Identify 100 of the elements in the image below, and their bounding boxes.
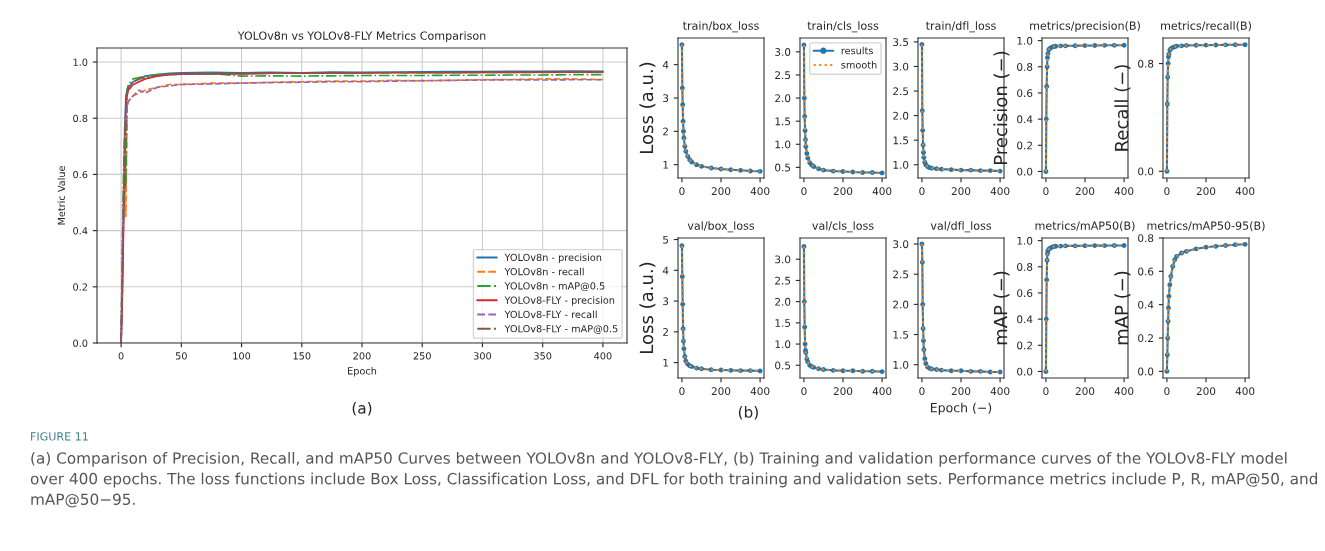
y-tick-label: 1.5 <box>893 330 909 339</box>
x-tick-label: 200 <box>833 187 853 196</box>
y-tick-label: 1.5 <box>893 136 909 145</box>
x-tick-label: 200 <box>951 387 971 396</box>
x-tick-label: 200 <box>353 352 371 360</box>
x-tick-label: 200 <box>1196 187 1216 196</box>
chart-title: val/box_loss <box>687 221 755 233</box>
y-tick-label: 1.0 <box>775 340 791 349</box>
y-axis-title: mAP (−) <box>1114 271 1131 345</box>
x-tick-label: 400 <box>750 387 770 396</box>
legend-label: YOLOv8n - precision <box>504 253 602 263</box>
y-tick-label: 1 <box>663 358 669 367</box>
y-tick-label: 0.2 <box>73 283 87 291</box>
y-tick-label: 3 <box>663 297 669 306</box>
y-tick-label: 0.5 <box>775 163 791 172</box>
y-tick-label: 0.0 <box>1017 367 1033 376</box>
y-tick-label: 1 <box>663 161 669 169</box>
y-tick-label: 2.0 <box>893 111 909 120</box>
x-tick-label: 0 <box>919 387 925 396</box>
x-tick-label: 0 <box>1164 187 1170 196</box>
y-tick-label: 0.0 <box>1138 167 1154 176</box>
legend-label: YOLOv8n - mAP@0.5 <box>504 282 605 292</box>
y-tick-label: 0.6 <box>1017 89 1033 98</box>
x-tick-label: 400 <box>1235 387 1255 396</box>
text: (b) <box>738 406 758 420</box>
x-tick-label: 0 <box>679 187 685 196</box>
y-tick-label: 3 <box>663 94 669 103</box>
y-tick-label: 5 <box>663 235 669 244</box>
y-axis-title: Recall (−) <box>1114 65 1131 151</box>
y-tick-label: 0.8 <box>1138 59 1154 68</box>
y-tick-label: 2.5 <box>775 276 791 285</box>
legend-label: YOLOv8-FLY - precision <box>504 296 615 306</box>
y-tick-label: 2.0 <box>775 94 791 103</box>
y-tick-label: 1.0 <box>73 58 88 66</box>
y-tick-label: 3.5 <box>893 38 909 47</box>
y-tick-label: 1.0 <box>775 140 791 149</box>
y-tick-label: 3.0 <box>775 255 791 264</box>
y-axis-title: Loss (a.u.) <box>639 62 656 153</box>
y-axis-title: Precision (−) <box>993 51 1010 164</box>
y-tick-label: 3.0 <box>893 240 909 249</box>
x-tick-label: 400 <box>1114 187 1134 196</box>
chart-title: metrics/mAP50-95(B) <box>1147 221 1265 232</box>
y-axis-title: Loss (a.u.) <box>639 262 656 353</box>
x-tick-label: 0 <box>118 352 124 360</box>
x-axis-title: Epoch (−) <box>930 402 992 415</box>
y-tick-label: 3.0 <box>775 48 791 56</box>
x-tick-label: 200 <box>711 387 731 396</box>
x-tick-label: 0 <box>1164 387 1170 396</box>
x-tick-label: 400 <box>990 187 1010 196</box>
y-tick-label: 2.5 <box>893 87 909 96</box>
x-tick-label: 200 <box>1075 387 1095 396</box>
x-tick-label: 400 <box>750 187 770 196</box>
x-tick-label: 0 <box>1043 387 1049 396</box>
y-tick-label: 0.4 <box>1017 315 1033 324</box>
x-tick-label: 0 <box>801 187 807 196</box>
x-tick-label: 0 <box>801 387 807 396</box>
x-tick-label: 350 <box>534 352 552 360</box>
x-tick-label: 200 <box>1075 187 1095 196</box>
legend-label: YOLOv8-FLY - mAP@0.5 <box>504 325 618 334</box>
x-tick-label: 200 <box>833 387 853 396</box>
x-tick-label: 300 <box>473 352 492 360</box>
y-tick-label: 0.6 <box>1017 289 1033 298</box>
text: (a) <box>352 402 372 416</box>
y-tick-label: 2.5 <box>893 270 909 279</box>
x-tick-label: 400 <box>594 352 612 360</box>
legend-label: results <box>841 46 873 55</box>
chart-title: metrics/mAP50(B) <box>1035 221 1135 232</box>
y-tick-label: 0.6 <box>1138 267 1154 276</box>
x-tick-label: 400 <box>990 387 1010 396</box>
y-tick-label: 0.0 <box>73 339 88 347</box>
y-tick-label: 0.2 <box>1017 341 1032 350</box>
x-axis-title: Epoch <box>348 366 377 377</box>
x-tick-label: 400 <box>872 187 892 196</box>
x-tick-label: 150 <box>293 352 311 360</box>
y-tick-label: 4 <box>662 61 669 69</box>
x-tick-label: 50 <box>175 352 187 360</box>
x-tick-label: 200 <box>1196 387 1216 396</box>
legend-label: YOLOv8-FLY - recall <box>504 310 597 319</box>
y-tick-label: 1.0 <box>893 160 909 169</box>
x-tick-label: 100 <box>233 352 251 360</box>
chart-title: metrics/precision(B) <box>1030 21 1140 32</box>
y-tick-label: 0.2 <box>1138 334 1153 343</box>
x-tick-label: 400 <box>1114 387 1134 396</box>
chart-title: train/dfl_loss <box>925 21 996 33</box>
y-tick-label: 2.0 <box>893 300 909 309</box>
y-tick-label: 0.4 <box>1017 115 1033 124</box>
y-tick-label: 2 <box>663 127 668 136</box>
chart-title: val/cls_loss <box>812 221 874 233</box>
y-tick-label: 0.6 <box>73 170 88 179</box>
chart-title: train/cls_loss <box>807 21 879 33</box>
y-tick-label: 2.0 <box>775 297 791 306</box>
x-tick-label: 400 <box>872 387 892 396</box>
y-tick-label: 0.8 <box>1017 63 1033 71</box>
y-tick-label: 1.0 <box>1017 36 1033 45</box>
y-tick-label: 0.8 <box>1138 234 1154 243</box>
y-tick-label: 3.0 <box>893 62 909 71</box>
chart-title: YOLOv8n vs YOLOv8-FLY Metrics Comparison <box>237 31 486 42</box>
x-tick-label: 0 <box>919 187 925 196</box>
x-tick-label: 400 <box>1235 187 1255 196</box>
y-tick-label: 2.5 <box>775 71 791 80</box>
